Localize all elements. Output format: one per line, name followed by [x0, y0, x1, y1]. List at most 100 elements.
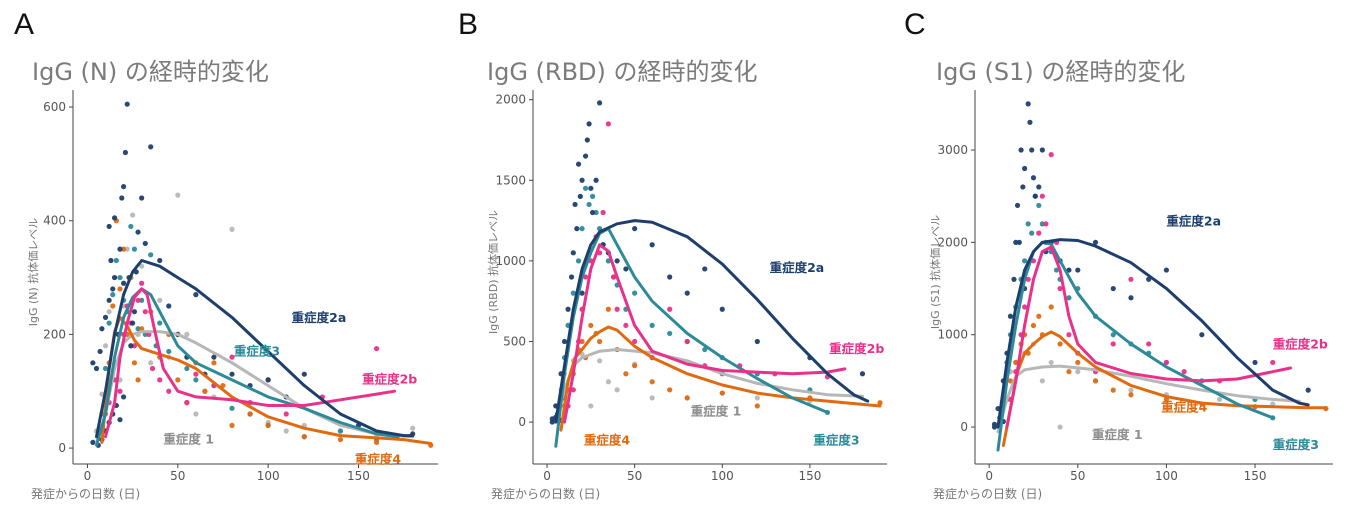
y-tick-label: 0 [960, 420, 968, 434]
x-axis-label: 発症からの日数 (日) [31, 486, 140, 501]
data-point-s2a [1029, 147, 1035, 153]
data-point-s2b [1163, 359, 1170, 366]
y-tick-label: 0 [58, 441, 66, 455]
data-point-s1 [1039, 378, 1045, 384]
data-point-s2a [568, 274, 575, 280]
data-point-s2a [117, 246, 123, 252]
series-label-s3: 重症度3 [813, 433, 859, 448]
data-point-s2b [667, 306, 673, 312]
data-point-s2a [582, 153, 589, 159]
data-point-s1 [229, 226, 235, 232]
data-point-s2a [108, 257, 114, 264]
data-point-s3 [184, 365, 190, 372]
data-point-s3 [142, 331, 148, 338]
data-point-s4 [1128, 392, 1134, 398]
data-point-s2b [1025, 276, 1031, 282]
data-point-s2b [117, 388, 123, 394]
data-point-s2a [193, 292, 199, 298]
data-point-s2b [600, 209, 606, 216]
data-point-s2a [120, 280, 127, 286]
data-point-s2b [283, 411, 289, 417]
data-point-s4 [1075, 359, 1081, 366]
data-point-s2a [1018, 147, 1024, 153]
trend-line-s2a [554, 219, 870, 424]
data-point-s2a [119, 195, 125, 201]
data-point-s2a [265, 377, 271, 383]
y-tick-label: 2000 [495, 93, 526, 107]
data-point-s2a [120, 184, 127, 190]
data-point-s1 [148, 360, 154, 366]
data-point-s1 [1048, 359, 1054, 366]
trend-line-s4 [559, 325, 882, 432]
data-point-s1 [184, 331, 190, 338]
data-point-s4 [117, 286, 123, 292]
data-point-s2a [128, 343, 134, 349]
data-point-s4 [175, 377, 181, 383]
trend-line-s2b [104, 287, 397, 439]
x-tick-label: 0 [985, 469, 993, 483]
x-tick-label: 150 [798, 469, 821, 483]
x-tick-label: 0 [84, 469, 92, 483]
series-label-s1: 重症度 1 [163, 432, 214, 447]
data-point-s2a [1032, 193, 1038, 199]
data-point-s4 [265, 422, 271, 428]
data-point-s4 [1092, 378, 1099, 384]
data-point-s4 [754, 403, 760, 409]
trend-line-s3 [95, 287, 400, 447]
data-point-s2b [149, 365, 156, 372]
data-point-s4 [596, 338, 603, 345]
data-point-s2a [1066, 267, 1072, 273]
data-point-s2a [561, 338, 568, 345]
data-point-s2b [1110, 341, 1116, 347]
x-tick-label: 100 [711, 469, 734, 483]
data-point-s2a [1014, 202, 1021, 209]
data-point-s4 [1057, 341, 1063, 347]
data-point-s2a [579, 290, 585, 296]
data-point-s3 [102, 365, 109, 372]
data-point-s3 [337, 428, 344, 434]
x-tick-label: 150 [347, 469, 370, 483]
panel-label: A [14, 8, 35, 41]
x-tick-label: 50 [1070, 469, 1085, 483]
data-point-s1 [124, 246, 130, 252]
data-point-s2a [1025, 101, 1031, 107]
x-tick-label: 150 [1244, 469, 1267, 483]
data-point-s3 [1110, 332, 1116, 338]
data-point-s2a [584, 137, 590, 143]
data-point-s3 [157, 320, 163, 326]
data-point-s2a [1036, 184, 1042, 190]
y-tick-label: 3000 [937, 143, 968, 157]
data-point-s2b [157, 377, 163, 383]
data-point-s2a [142, 240, 148, 247]
y-tick-label: 500 [503, 334, 526, 348]
panel-label: C [904, 8, 926, 41]
series-label-s3: 重症度3 [234, 343, 280, 358]
data-point-s1 [614, 387, 620, 393]
data-point-s3 [1025, 221, 1031, 227]
data-point-s2b [582, 274, 589, 280]
data-point-s3 [110, 292, 116, 298]
panel-a: A IgG (N) の経時的変化 0 200 400 600 0 50 100 150 発症から… [0, 0, 452, 528]
data-point-s2a [148, 144, 154, 150]
data-point-s2a [120, 394, 127, 400]
data-point-s2a [90, 439, 96, 446]
data-point-s4 [667, 387, 673, 393]
data-point-s2a [1022, 165, 1028, 172]
data-point-s2a [1092, 239, 1099, 245]
data-point-s2a [667, 274, 673, 280]
chart-title: IgG (RBD) の経時的変化 [487, 58, 758, 86]
data-point-s2a [93, 365, 100, 372]
data-point-s2b [1043, 221, 1049, 227]
series-label-s2b: 重症度2b [829, 341, 884, 356]
data-point-s2a [684, 290, 690, 296]
data-point-s2a [589, 209, 596, 216]
data-point-s2a [111, 215, 118, 221]
data-point-s2a [157, 257, 163, 264]
data-point-s2a [122, 149, 129, 156]
data-point-s4 [120, 246, 127, 252]
data-point-s3 [113, 257, 119, 264]
series-label-s3: 重症度3 [1273, 437, 1319, 452]
data-point-s2b [166, 388, 172, 394]
data-point-s3 [135, 326, 141, 332]
data-point-s4 [229, 422, 235, 428]
